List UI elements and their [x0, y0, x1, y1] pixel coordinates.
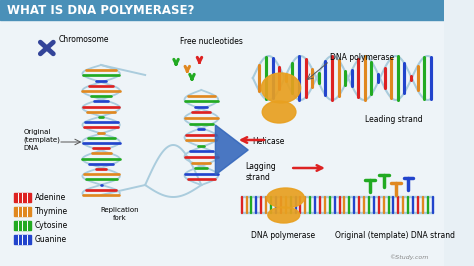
Ellipse shape [268, 207, 300, 223]
Text: ©Study.com: ©Study.com [390, 254, 429, 260]
Text: DNA polymerase: DNA polymerase [251, 231, 315, 239]
Text: Original
(template)
DNA: Original (template) DNA [23, 129, 60, 151]
Bar [14, 221, 31, 230]
Text: DNA polymerase: DNA polymerase [329, 53, 394, 63]
Ellipse shape [262, 101, 296, 123]
Ellipse shape [267, 188, 304, 208]
Text: Cytosine: Cytosine [35, 222, 68, 231]
Text: Lagging
strand: Lagging strand [246, 162, 276, 182]
Bar [14, 235, 31, 244]
Bar [14, 207, 31, 216]
Ellipse shape [261, 73, 301, 103]
Text: Replication
fork: Replication fork [100, 207, 139, 221]
Bar [0, 0, 444, 20]
Text: Free nucleotides: Free nucleotides [180, 38, 243, 47]
Text: Thymine: Thymine [35, 207, 68, 217]
Text: Adenine: Adenine [35, 193, 66, 202]
Bar [14, 193, 31, 202]
Text: Guanine: Guanine [35, 235, 67, 244]
Polygon shape [215, 125, 248, 175]
Text: Original (template) DNA strand: Original (template) DNA strand [335, 231, 455, 239]
Text: Chromosome: Chromosome [59, 35, 109, 44]
Text: Helicase: Helicase [252, 138, 284, 147]
Text: Leading strand: Leading strand [365, 115, 423, 124]
Text: WHAT IS DNA POLYMERASE?: WHAT IS DNA POLYMERASE? [7, 3, 194, 16]
